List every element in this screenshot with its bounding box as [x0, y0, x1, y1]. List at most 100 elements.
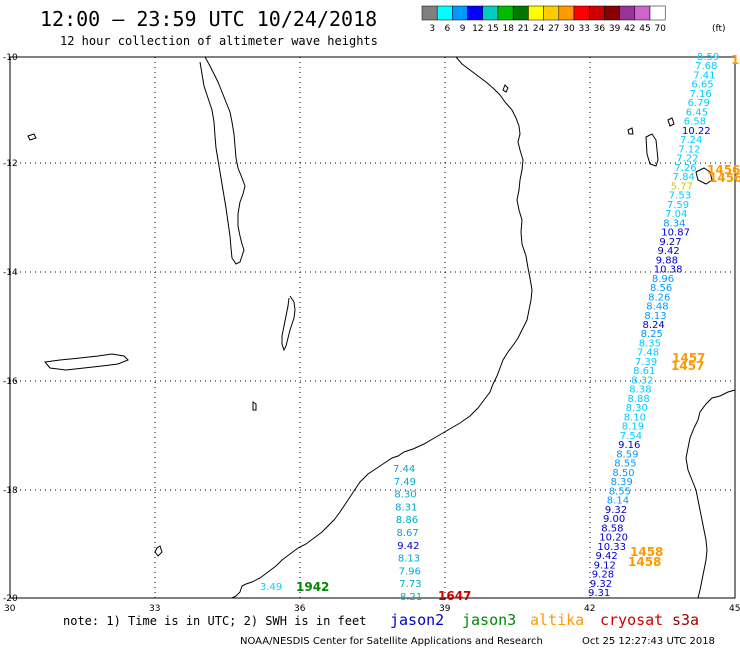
wave-height-value: 9.88: [656, 255, 678, 266]
wave-height-value: 7.59: [667, 200, 689, 211]
wave-height-value: 9.42: [397, 541, 419, 552]
lat-label: -10: [3, 53, 18, 63]
wave-height-value: 9.27: [659, 237, 681, 248]
coastline-africa: [231, 56, 533, 599]
wave-height-value: 9.31: [588, 588, 610, 599]
wave-height-value: 8.32: [631, 375, 653, 386]
coastline-madagascar: [685, 389, 736, 599]
wave-height-value: 9.42: [658, 246, 680, 257]
lon-label: 30: [4, 604, 16, 614]
island-small-2: [154, 545, 163, 557]
pass-time-label: 1456: [709, 171, 740, 185]
wave-height-value: 8.13: [398, 554, 420, 565]
wave-height-value: 7.54: [620, 431, 642, 442]
color-scale-label: 27: [548, 24, 559, 34]
wave-height-value: 7.53: [669, 191, 691, 202]
wave-height-value: 9.32: [590, 579, 612, 590]
color-scale-swatch: [604, 5, 620, 21]
wave-height-value: 8.50: [612, 468, 634, 479]
wave-height-value: 8.55: [609, 486, 631, 497]
longitude-labels: 30 33 36 39 42 45: [4, 604, 740, 614]
lon-label: 36: [294, 604, 306, 614]
color-scale-label: 45: [639, 24, 650, 34]
wave-height-value: 7.24: [680, 135, 702, 146]
wave-height-value: 7.12: [678, 144, 700, 155]
wave-height-value: 9.32: [605, 505, 627, 516]
wave-height-value: 8.13: [644, 311, 666, 322]
wave-height-value: 8.61: [633, 366, 655, 377]
color-scale-label: 9: [460, 24, 466, 34]
color-scale-swatch: [573, 5, 590, 21]
color-scale-swatch: [528, 5, 544, 21]
color-scale-label: 42: [624, 24, 635, 34]
wave-height-value: 7.22: [676, 154, 698, 165]
color-scale-swatch: [497, 5, 514, 21]
pass-time-label: 1458: [630, 545, 663, 559]
pass-time-label: 1457: [671, 359, 704, 373]
legend-jason3: jason3: [462, 611, 516, 629]
wave-height-value: 8.67: [397, 528, 419, 539]
wave-height-value: 7.16: [690, 89, 712, 100]
map-title: 12:00 — 23:59 UTC 10/24/2018: [40, 7, 377, 31]
legend-jason2: jason2: [390, 611, 444, 629]
color-scale-swatch: [421, 5, 438, 21]
wave-height-value: 7.84: [673, 172, 695, 183]
lon-label: 33: [149, 604, 160, 614]
color-scale-label: 24: [533, 24, 545, 34]
wave-height-value: 10.20: [599, 533, 628, 544]
wave-height-value: 8.35: [639, 339, 661, 350]
pass-time-label: 1647: [438, 589, 471, 603]
color-scale-label: 21: [518, 24, 529, 34]
color-scale-label: 33: [578, 24, 589, 34]
wave-height-value: 8.25: [641, 329, 663, 340]
single-observation: 3.49: [260, 582, 282, 593]
wave-height-value: 6.79: [688, 98, 710, 109]
wave-height-value: 8.88: [628, 394, 650, 405]
wave-height-value: 8.24: [643, 320, 665, 331]
lat-label: -18: [3, 486, 18, 496]
footer-credit: NOAA/NESDIS Center for Satellite Applica…: [240, 636, 543, 647]
island-comoros: [645, 133, 659, 167]
lat-label: -20: [3, 594, 18, 604]
lat-label: -16: [3, 377, 18, 387]
color-scale-swatch: [634, 5, 651, 21]
wave-height-value: 8.19: [622, 422, 644, 433]
wave-height-value: 7.68: [695, 61, 717, 72]
pass-time-labels: 1942 1647 1456 1456 1457 1457 1458 1458 …: [296, 53, 740, 603]
color-scale-label: 70: [654, 24, 666, 34]
wave-height-value: 9.12: [594, 560, 616, 571]
map-subtitle: 12 hour collection of altimeter wave hei…: [60, 34, 378, 48]
wave-height-value: 7.49: [394, 477, 416, 488]
legend-cryosat: cryosat: [600, 611, 663, 629]
lat-label: -12: [3, 159, 18, 169]
wave-height-value: 8.14: [607, 496, 629, 507]
color-scale-swatch: [588, 5, 605, 21]
color-scale-label: 18: [502, 24, 514, 34]
wave-height-value: 8.58: [601, 523, 623, 534]
legend-altika: altika: [530, 611, 584, 629]
wave-height-value: 8.38: [629, 385, 651, 396]
color-scale-swatch: [619, 5, 636, 21]
lon-label: 39: [439, 604, 451, 614]
wave-height-value: 8.26: [648, 292, 670, 303]
wave-height-value: 7.26: [674, 163, 696, 174]
color-scale-unit: (ft): [712, 24, 726, 34]
wave-height-value: 7.41: [693, 71, 715, 82]
map-frame: [9, 56, 736, 599]
wave-height-value: 8.48: [646, 302, 668, 313]
color-scale-bar: 3 6 9 12 15 18 21 24 27 30 33 36 39 42 45 70: [421, 5, 666, 34]
pass-time-label: 1942: [296, 580, 329, 594]
lake-west: [44, 353, 129, 371]
lat-label: -14: [3, 268, 18, 278]
island-mafia: [502, 84, 509, 93]
color-scale-label: 39: [609, 24, 621, 34]
color-scale-label: 6: [445, 24, 451, 34]
color-scale-swatch: [512, 5, 529, 21]
pass-time-label: 1456: [707, 163, 740, 177]
wave-height-value: 9.42: [596, 551, 618, 562]
wave-height-value: 8.30: [394, 490, 416, 501]
wave-height-value: 8.96: [652, 274, 674, 285]
altimeter-track-west: 7.44 7.49 8.308.31 8.86 8.67 9.42 8.137.96 7.73…: [393, 464, 422, 603]
wave-height-value: 7.48: [637, 348, 659, 359]
